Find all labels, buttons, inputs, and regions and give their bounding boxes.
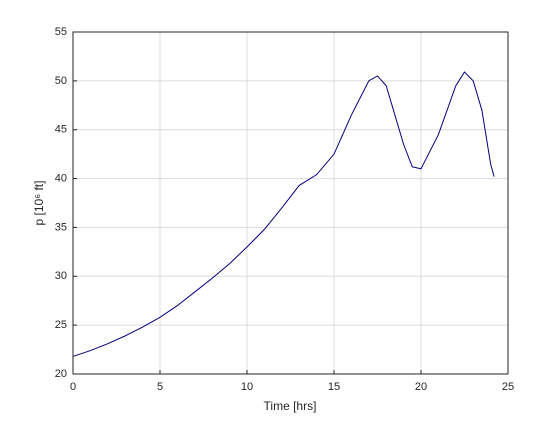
y-axis-label: p [10⁶ ft] [32, 181, 46, 226]
x-tick-label: 5 [157, 381, 163, 393]
ticks: 0 5 10 15 20 25 20 25 30 35 40 45 50 55 [55, 26, 514, 393]
x-tick-label: 0 [70, 381, 76, 393]
y-tick-label: 40 [55, 172, 67, 184]
x-tick-label: 25 [502, 381, 514, 393]
axes-box [72, 31, 509, 375]
y-tick-label: 55 [55, 26, 67, 38]
x-tick-label: 20 [415, 381, 427, 393]
y-tick-label: 50 [55, 75, 67, 87]
x-axis-label: Time [hrs] [264, 399, 317, 413]
x-tick-label: 15 [328, 381, 340, 393]
x-tick-label: 10 [241, 381, 253, 393]
y-tick-label: 25 [55, 319, 67, 331]
plot-area [73, 32, 508, 374]
y-tick-label: 35 [55, 221, 67, 233]
lines [72, 71, 495, 357]
y-tick-label: 45 [55, 124, 67, 136]
data-line [72, 71, 495, 357]
y-tick-label: 30 [55, 270, 67, 282]
y-tick-label: 20 [55, 368, 67, 380]
